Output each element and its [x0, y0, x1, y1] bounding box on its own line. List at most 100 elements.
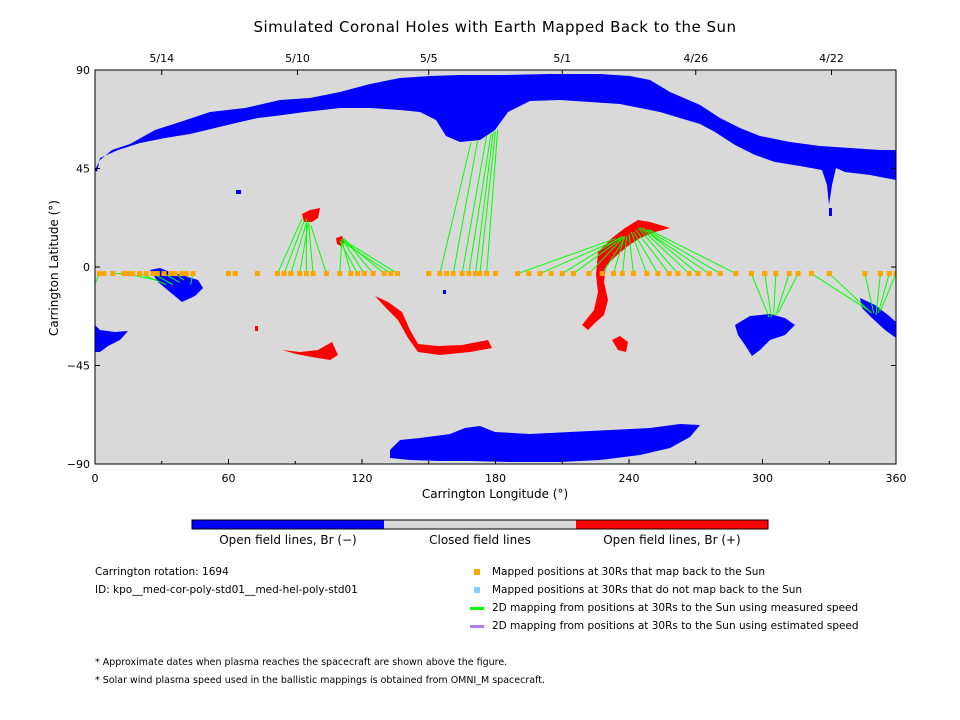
mapping-line: [163, 273, 180, 283]
note-dates: * Approximate dates when plasma reaches …: [95, 657, 508, 668]
mapping-line: [341, 240, 352, 274]
legend-label: Mapped positions at 30Rs that map back t…: [492, 566, 766, 578]
purple-line-icon: [470, 624, 484, 628]
mapping-line: [479, 131, 496, 274]
mapped-point: [190, 271, 196, 277]
mapped-point: [644, 271, 650, 277]
mapping-line: [308, 223, 314, 274]
mapped-point: [748, 271, 754, 277]
mapping-line: [299, 220, 310, 274]
top-date-label: 4/22: [819, 52, 844, 65]
mapping-line: [875, 273, 881, 316]
mapped-point: [388, 271, 394, 277]
open-negative-southeast-2: [860, 298, 896, 338]
colorbar-label-negative: Open field lines, Br (−): [219, 533, 357, 547]
mapped-point: [232, 271, 238, 277]
mapped-point: [437, 271, 443, 277]
colorbar-label-closed: Closed field lines: [429, 533, 531, 547]
x-tick-label: 0: [92, 472, 99, 485]
mapping-line: [343, 242, 392, 274]
mapped-point: [395, 271, 401, 277]
mapped-point: [675, 271, 681, 277]
top-date-label: 5/5: [420, 52, 438, 65]
mapping-line: [637, 227, 679, 274]
x-tick-label: 60: [222, 472, 236, 485]
mapped-point: [183, 271, 189, 277]
x-axis-label: Carrington Longitude (°): [422, 487, 568, 501]
y-tick-label: 0: [83, 261, 90, 274]
open-negative-north-cap: [95, 74, 896, 205]
mapping-line: [828, 273, 872, 314]
mapped-point: [893, 271, 896, 277]
mapped-point: [168, 271, 174, 277]
open-negative-speck-3: [443, 290, 446, 294]
mapped-point: [297, 271, 303, 277]
open-negative-speck-1: [236, 190, 241, 194]
mapping-line: [639, 227, 690, 274]
mapped-point: [515, 271, 521, 277]
mapping-line: [339, 240, 358, 274]
mapping-line: [628, 234, 634, 274]
mapped-point: [361, 271, 367, 277]
top-date-label: 5/14: [149, 52, 174, 65]
mapping-line: [486, 129, 499, 274]
note-speed: * Solar wind plasma speed used in the ba…: [95, 675, 545, 686]
mapped-point: [526, 271, 532, 277]
mapped-point: [337, 271, 343, 277]
mapped-point: [477, 271, 483, 277]
legend-mapped-points: Mapped positions at 30Rs that map back t…: [474, 566, 765, 578]
open-negative-speck-2: [829, 208, 832, 216]
mapping-line: [644, 229, 710, 274]
legend-estimated-speed: 2D mapping from positions at 30Rs to the…: [470, 620, 859, 632]
mapping-line: [517, 238, 616, 275]
mapped-point: [143, 271, 149, 277]
mapped-point: [161, 271, 167, 277]
x-tick-label: 120: [352, 472, 373, 485]
mapping-line: [635, 229, 670, 274]
mapping-line: [630, 231, 648, 274]
mapped-point: [459, 271, 465, 277]
mapped-point: [826, 271, 832, 277]
mapped-point: [450, 271, 456, 277]
mapping-line: [561, 235, 623, 274]
mapped-point: [254, 271, 260, 277]
mapped-point: [786, 271, 792, 277]
legend-label: 2D mapping from positions at 30Rs to the…: [492, 602, 859, 614]
mapped-point: [706, 271, 712, 277]
top-date-label: 4/26: [683, 52, 708, 65]
mapping-line: [811, 273, 870, 312]
open-positive-south-1: [282, 342, 338, 360]
mapping-line: [343, 240, 398, 274]
y-tick-label: −90: [67, 458, 90, 471]
mapped-point: [323, 271, 329, 277]
mapping-line: [343, 240, 385, 274]
mapped-point: [695, 271, 701, 277]
mapping-line: [452, 139, 479, 274]
mapping-line: [283, 220, 305, 274]
mapped-point: [348, 271, 354, 277]
open-positive-north-1: [302, 208, 320, 222]
mapped-point: [762, 271, 768, 277]
chart-title: Simulated Coronal Holes with Earth Mappe…: [253, 18, 737, 36]
mapping-line: [773, 273, 777, 316]
open-negative-equatorial-west: [150, 268, 203, 302]
mapped-point: [303, 271, 309, 277]
mapped-point: [179, 271, 185, 277]
mapped-point: [666, 271, 672, 277]
mapped-point: [310, 271, 316, 277]
colorbar-negative: [192, 520, 384, 529]
mapped-point: [773, 271, 779, 277]
orange-square-icon: [474, 569, 480, 575]
x-tick-label: 180: [485, 472, 506, 485]
mapping-line: [310, 225, 327, 274]
open-positive-speck: [255, 326, 258, 331]
mapping-line: [648, 229, 737, 275]
y-tick-label: 45: [76, 163, 90, 176]
mapping-line: [588, 236, 625, 274]
mapped-point: [493, 271, 498, 277]
open-negative-south-cap: [390, 424, 700, 462]
mapped-point: [630, 271, 636, 277]
mapped-point: [862, 271, 868, 277]
legend-label: 2D mapping from positions at 30Rs to the…: [492, 620, 859, 632]
